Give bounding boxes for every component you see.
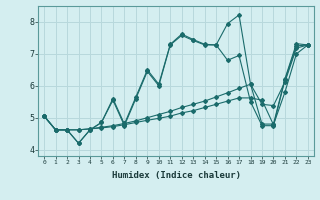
X-axis label: Humidex (Indice chaleur): Humidex (Indice chaleur) <box>111 171 241 180</box>
